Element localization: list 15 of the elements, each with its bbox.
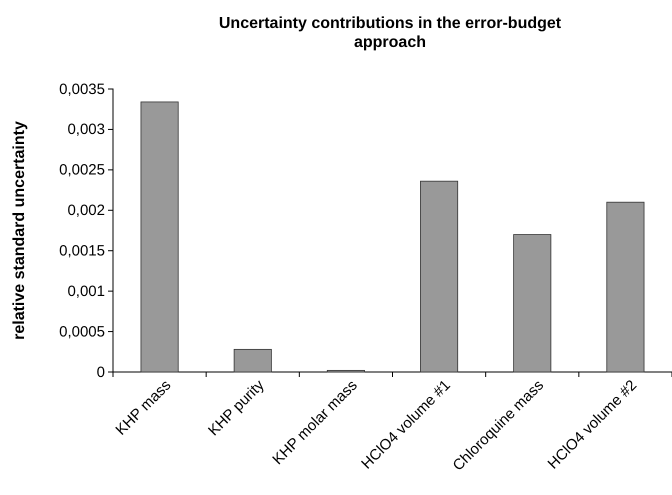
y-tick-label: 0,0035: [59, 80, 105, 98]
y-tick-label: 0,0015: [59, 242, 105, 260]
bar: [140, 102, 179, 372]
bar: [606, 202, 644, 372]
chart-title: Uncertainty contributions in the error-budget approach: [218, 15, 562, 51]
y-tick-label: 0,002: [67, 202, 105, 220]
bar: [513, 234, 552, 372]
y-axis-title: relative standard uncertainty: [11, 121, 28, 340]
y-tick-label: 0,003: [67, 121, 105, 138]
y-tick-label: 0,001: [67, 282, 105, 300]
y-tick-label: 0,0025: [59, 162, 105, 179]
bar: [234, 348, 272, 372]
y-tick-label: 0,0005: [59, 323, 105, 340]
bar: [420, 180, 458, 372]
y-tick-label: 0: [96, 364, 105, 381]
